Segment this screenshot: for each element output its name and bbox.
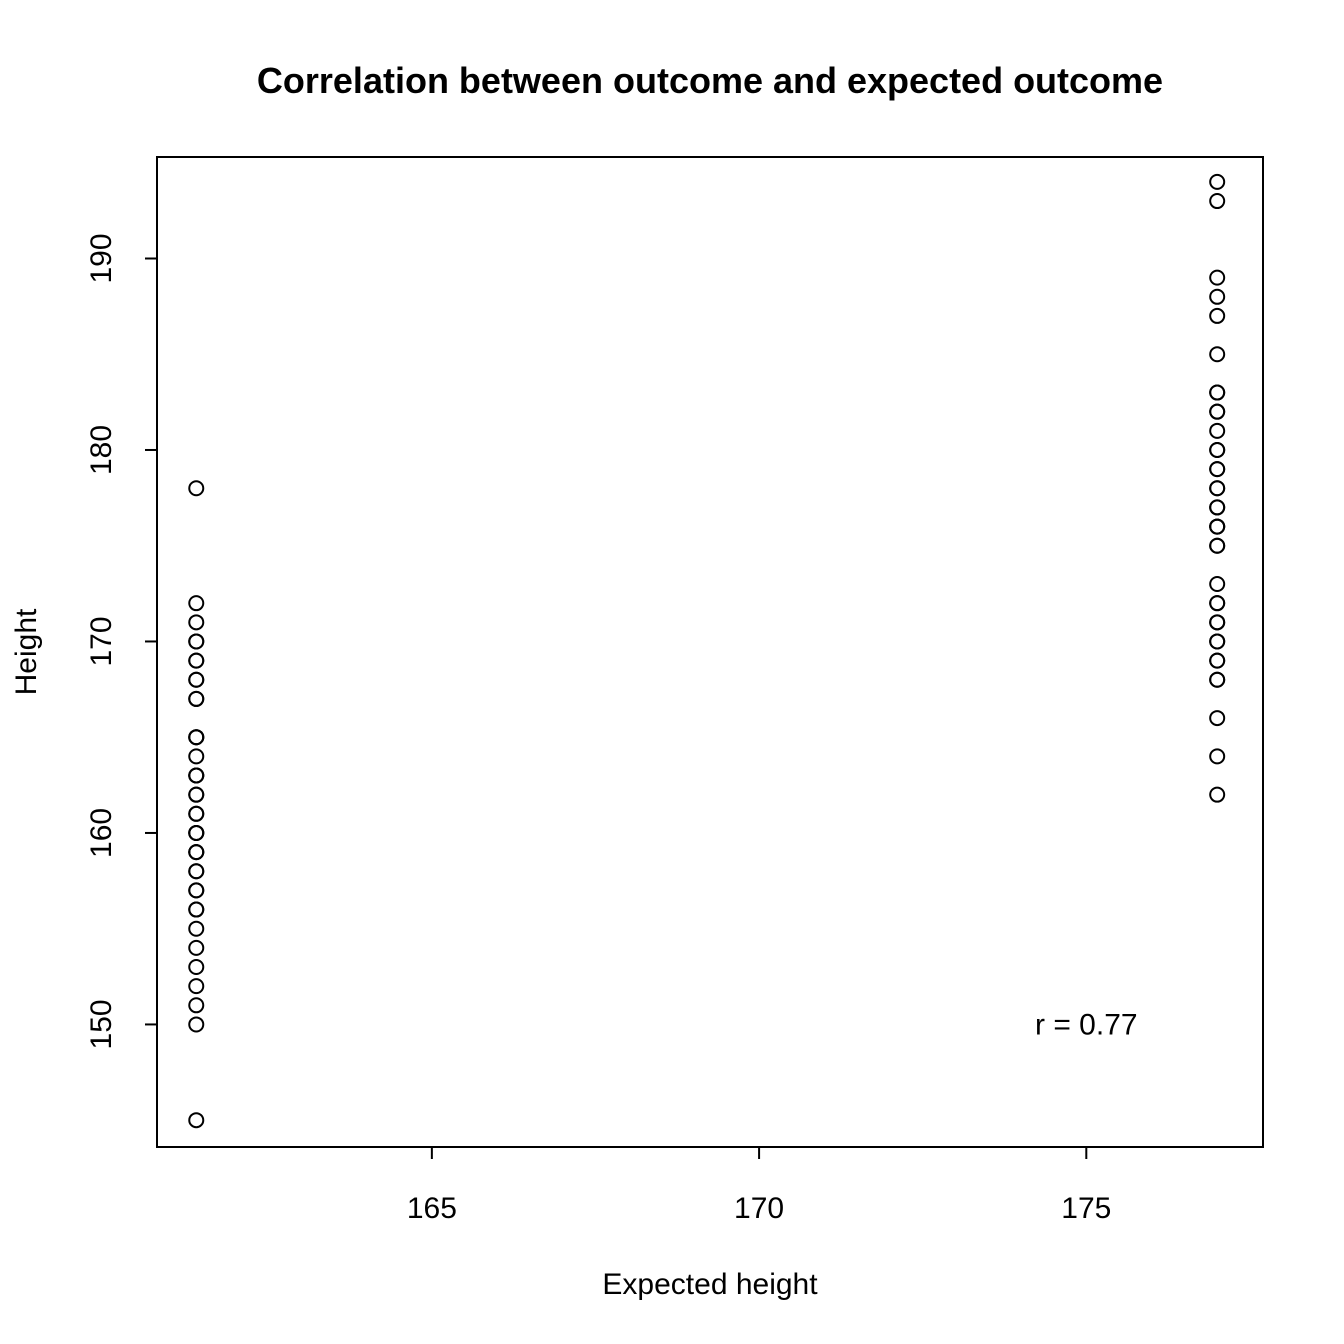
data-point [188, 882, 205, 899]
x-tick-label: 170 [734, 1192, 784, 1225]
data-point [188, 480, 205, 497]
data-point [188, 595, 205, 612]
data-point [188, 978, 205, 995]
data-point [1209, 595, 1226, 612]
data-point [1209, 652, 1226, 669]
y-tick-label: 190 [85, 233, 118, 283]
data-point [1209, 346, 1226, 363]
data-point [188, 633, 205, 650]
data-point [188, 959, 205, 975]
data-point [1209, 576, 1226, 593]
x-tick-label: 165 [407, 1192, 457, 1225]
data-point [188, 729, 205, 746]
data-point [1209, 269, 1226, 286]
data-point [1209, 173, 1226, 190]
data-point [188, 690, 205, 707]
data-point [188, 786, 205, 803]
data-point [1209, 441, 1226, 458]
data-points [188, 173, 1226, 1129]
data-point [188, 652, 205, 669]
data-point [188, 671, 205, 688]
data-point [1209, 748, 1226, 765]
data-point [1209, 193, 1226, 210]
y-axis-label: Height [10, 608, 43, 695]
data-point [1209, 288, 1226, 305]
data-point [188, 614, 205, 631]
data-point [188, 748, 205, 765]
data-point [188, 863, 205, 880]
chart-title: Correlation between outcome and expected… [257, 60, 1163, 101]
x-axis: 165 170 175 [407, 1146, 1111, 1225]
data-point [188, 939, 205, 956]
y-axis: 150 160 170 180 190 [85, 233, 158, 1049]
y-tick-label: 170 [85, 616, 118, 666]
data-point [1209, 403, 1226, 420]
data-point [1209, 537, 1226, 554]
data-point [188, 1016, 205, 1033]
data-point [1209, 710, 1226, 727]
x-axis-label: Expected height [602, 1268, 818, 1301]
data-point [188, 997, 205, 1014]
data-point [1209, 422, 1226, 439]
data-point [1209, 461, 1226, 478]
data-point [188, 901, 205, 918]
data-point [1209, 480, 1226, 497]
data-point [188, 844, 205, 861]
data-point [188, 920, 205, 937]
data-point [1209, 518, 1226, 535]
data-point [1209, 786, 1226, 803]
data-point [188, 767, 205, 784]
x-tick-label: 175 [1061, 1192, 1111, 1225]
data-point [188, 805, 205, 822]
data-point [1209, 614, 1226, 631]
data-point [1209, 384, 1226, 401]
data-point [1209, 307, 1226, 324]
data-point [188, 1112, 205, 1129]
y-tick-label: 150 [85, 999, 118, 1049]
data-point [1209, 633, 1226, 650]
correlation-annotation: r = 0.77 [1035, 1008, 1138, 1041]
plot-frame [156, 156, 1264, 1148]
y-tick-label: 180 [85, 425, 118, 475]
y-tick-label: 160 [85, 808, 118, 858]
data-point [1209, 671, 1226, 688]
data-point [1209, 499, 1226, 516]
data-point [188, 824, 205, 841]
